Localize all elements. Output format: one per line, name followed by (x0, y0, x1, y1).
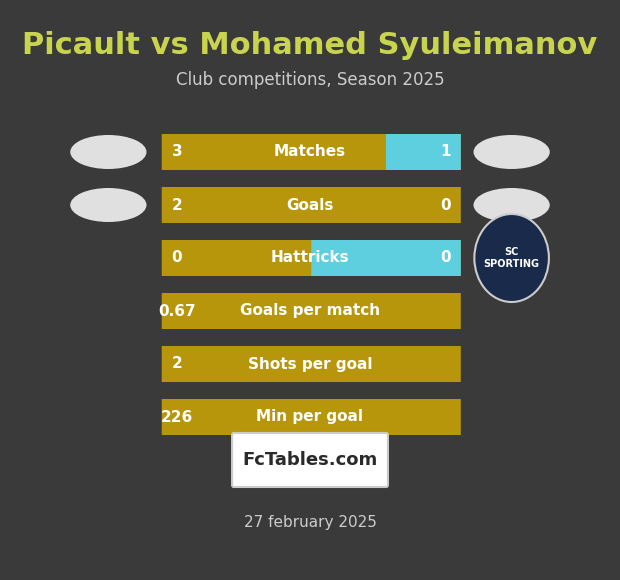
Text: Goals: Goals (286, 198, 334, 212)
Text: 2: 2 (172, 357, 182, 372)
Ellipse shape (70, 188, 146, 222)
FancyBboxPatch shape (311, 240, 461, 276)
Text: Club competitions, Season 2025: Club competitions, Season 2025 (175, 71, 445, 89)
FancyBboxPatch shape (162, 346, 461, 382)
FancyBboxPatch shape (386, 134, 461, 170)
Text: 1: 1 (440, 144, 451, 160)
Text: FcTables.com: FcTables.com (242, 451, 378, 469)
Text: Picault vs Mohamed Syuleimanov: Picault vs Mohamed Syuleimanov (22, 31, 598, 60)
Text: Hattricks: Hattricks (271, 251, 349, 266)
Text: SC
SPORTING: SC SPORTING (484, 247, 539, 269)
Text: 0: 0 (440, 198, 451, 212)
Ellipse shape (474, 135, 550, 169)
FancyBboxPatch shape (162, 399, 461, 435)
Text: 226: 226 (161, 409, 193, 425)
Text: 0: 0 (172, 251, 182, 266)
Circle shape (474, 214, 549, 302)
Ellipse shape (474, 188, 550, 222)
Text: Goals per match: Goals per match (240, 303, 380, 318)
Text: 0.67: 0.67 (158, 303, 196, 318)
Text: Shots per goal: Shots per goal (248, 357, 372, 372)
Text: 27 february 2025: 27 february 2025 (244, 514, 376, 530)
FancyBboxPatch shape (232, 433, 388, 487)
FancyBboxPatch shape (162, 293, 461, 329)
FancyBboxPatch shape (162, 240, 461, 276)
Text: 2: 2 (172, 198, 182, 212)
Text: Min per goal: Min per goal (257, 409, 363, 425)
Text: 0: 0 (440, 251, 451, 266)
Text: Matches: Matches (274, 144, 346, 160)
FancyBboxPatch shape (162, 187, 461, 223)
FancyBboxPatch shape (162, 134, 461, 170)
Ellipse shape (70, 135, 146, 169)
Text: 3: 3 (172, 144, 182, 160)
